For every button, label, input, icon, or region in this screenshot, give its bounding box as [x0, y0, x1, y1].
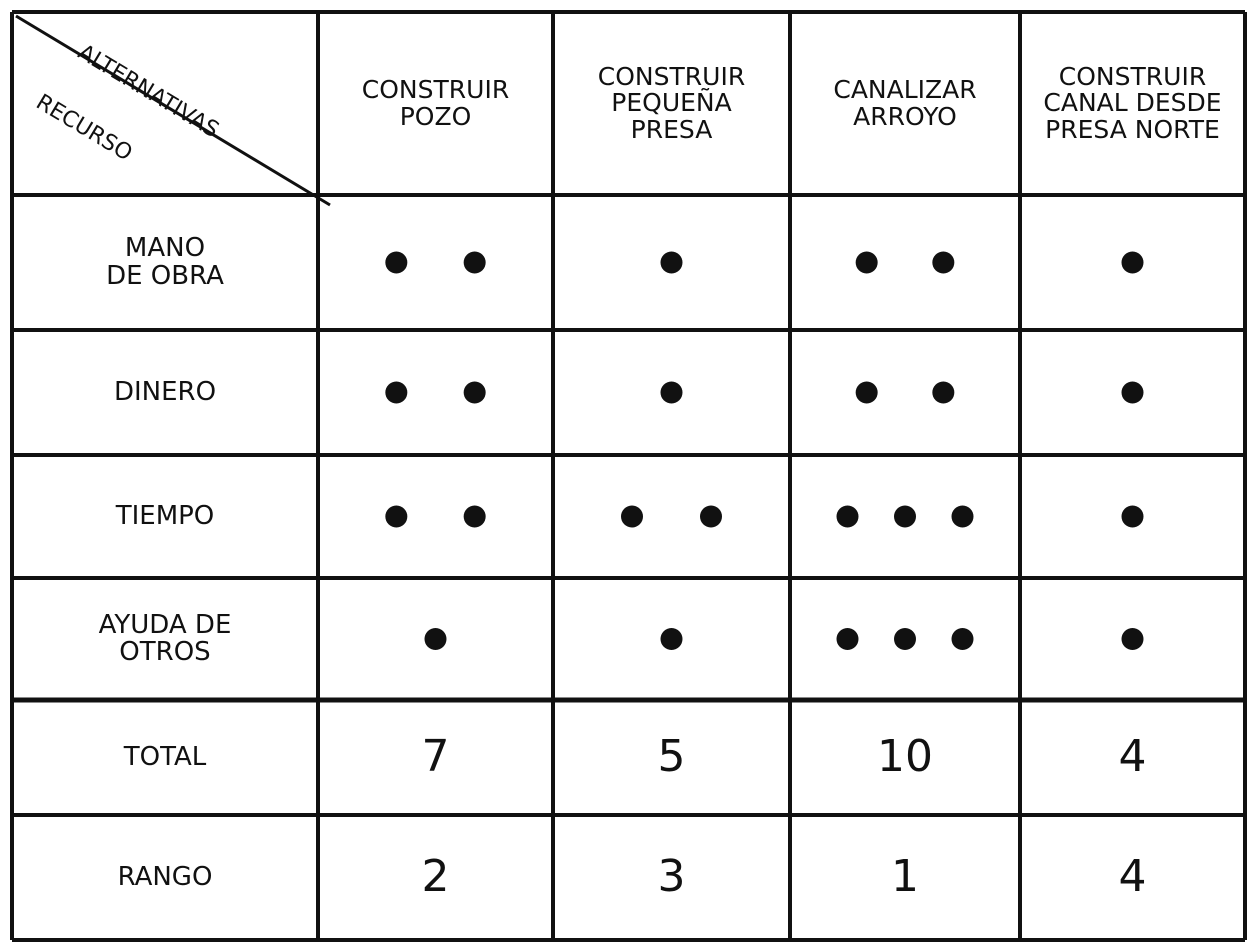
dot	[660, 628, 683, 650]
dot	[1121, 251, 1144, 274]
dot	[894, 628, 916, 650]
column-header: CONSTRUIR PEQUEÑA PRESA	[597, 62, 746, 144]
dot	[463, 505, 486, 528]
dot	[424, 628, 447, 650]
dot	[660, 251, 683, 274]
column-header: CONSTRUIR POZO	[361, 75, 510, 131]
dot	[463, 251, 486, 274]
dot	[1121, 381, 1144, 404]
dot	[932, 381, 955, 404]
rank-value: 2	[421, 851, 450, 903]
dot	[463, 381, 486, 404]
rank-value: 3	[657, 851, 686, 903]
corner-diagonal	[15, 14, 331, 207]
total-label: TOTAL	[123, 741, 207, 772]
rank-label: RANGO	[117, 861, 213, 892]
row-label: AYUDA DE OTROS	[98, 609, 232, 667]
dot	[951, 505, 974, 528]
dot	[836, 505, 859, 528]
column-header: CANALIZAR ARROYO	[833, 75, 977, 131]
dot	[385, 505, 408, 528]
dot	[894, 505, 916, 528]
dot	[932, 251, 955, 274]
dot	[836, 628, 859, 650]
dot	[385, 251, 408, 274]
rank-value: 4	[1118, 851, 1147, 903]
row-label: MANO DE OBRA	[106, 233, 224, 291]
total-value: 5	[657, 731, 686, 783]
row-label: TIEMPO	[115, 500, 215, 531]
dot	[951, 628, 974, 650]
dot	[1121, 505, 1144, 528]
dot	[385, 381, 408, 404]
total-value: 4	[1118, 731, 1147, 783]
rank-value: 1	[891, 851, 919, 903]
dot	[700, 505, 722, 528]
dot	[855, 251, 878, 274]
total-value: 10	[877, 731, 933, 783]
dot	[1121, 628, 1144, 650]
row-label: DINERO	[113, 376, 217, 407]
dot	[855, 381, 878, 404]
column-header: CONSTRUIR CANAL DESDE PRESA NORTE	[1043, 62, 1222, 144]
total-value: 7	[421, 731, 450, 783]
dot	[621, 505, 643, 528]
dot	[660, 381, 683, 404]
